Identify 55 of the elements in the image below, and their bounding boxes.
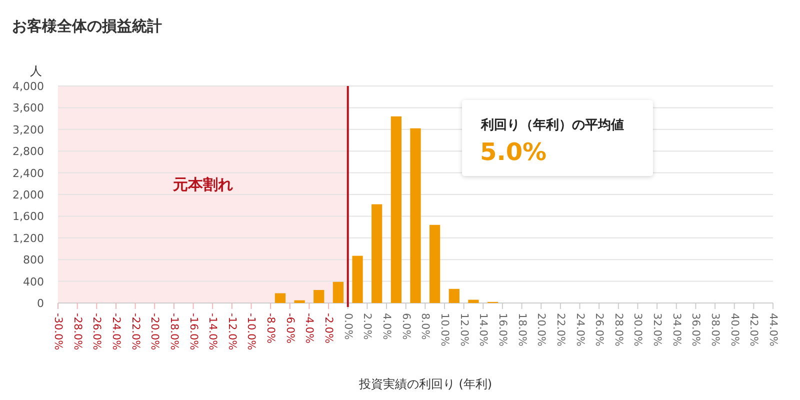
x-tick-label: 12.0% xyxy=(458,313,470,346)
x-tick-label: -6.0% xyxy=(284,313,296,344)
y-tick-label: 3,600 xyxy=(12,102,44,115)
x-tick-label: -4.0% xyxy=(303,313,316,344)
x-tick-label: 4.0% xyxy=(380,313,393,340)
x-tick-label: 44.0% xyxy=(767,313,779,346)
annotation: 利回り（年利）の平均値 xyxy=(480,117,624,133)
y-tick-label: 3,200 xyxy=(12,123,44,136)
x-tick-label: 14.0% xyxy=(477,313,490,346)
x-tick-label: 40.0% xyxy=(728,313,740,346)
x-tick-label: 0.0% xyxy=(342,313,354,340)
x-tick-label: 34.0% xyxy=(670,313,682,346)
chart-title: お客様全体の損益統計 xyxy=(12,17,162,35)
x-tick-label: -2.0% xyxy=(322,313,335,344)
y-tick-label: 0 xyxy=(37,297,44,310)
x-tick-label: 10.0% xyxy=(438,313,450,346)
x-axis-title: 投資実績の利回り (年利) xyxy=(358,377,492,391)
x-tick-label: -30.0% xyxy=(52,313,64,350)
x-tick-label: 20.0% xyxy=(535,313,548,346)
x-tick-label: 36.0% xyxy=(690,313,702,346)
y-tick-label: 1,200 xyxy=(12,232,44,245)
x-tick-label: 26.0% xyxy=(593,313,606,346)
x-tick-label: 8.0% xyxy=(419,313,432,340)
x-tick-label: 6.0% xyxy=(400,313,412,340)
x-tick-label: -10.0% xyxy=(245,313,258,350)
y-tick-label: 400 xyxy=(23,275,44,288)
y-tick-label: 4,000 xyxy=(12,80,44,93)
x-tick-label: 42.0% xyxy=(748,313,760,346)
x-tick-label: -24.0% xyxy=(110,313,122,350)
annotation: 5.0% xyxy=(480,138,547,166)
x-tick-label: 2.0% xyxy=(361,313,374,340)
x-tick-label: -22.0% xyxy=(129,313,142,350)
x-tick-label: -16.0% xyxy=(187,313,200,350)
x-tick-label: -12.0% xyxy=(226,313,238,350)
band-label: 元本割れ xyxy=(172,176,233,194)
y-tick-label: 2,800 xyxy=(12,145,44,158)
x-tick-label: -26.0% xyxy=(90,313,103,350)
x-tick-label: 30.0% xyxy=(632,313,644,346)
x-tick-label: 24.0% xyxy=(574,313,586,346)
y-tick-label: 800 xyxy=(23,254,44,267)
x-tick-label: 16.0% xyxy=(496,313,508,346)
x-tick-label: -20.0% xyxy=(148,313,161,350)
x-tick-label: 32.0% xyxy=(651,313,664,346)
x-tick-label: 22.0% xyxy=(554,313,566,346)
x-tick-label: -14.0% xyxy=(206,313,219,350)
x-tick-label: -28.0% xyxy=(71,313,84,350)
y-axis-title: 人 xyxy=(30,64,42,78)
y-tick-label: 2,400 xyxy=(12,166,44,180)
x-tick-label: 28.0% xyxy=(612,313,624,346)
x-tick-label: -18.0% xyxy=(168,313,180,350)
y-tick-label: 2,000 xyxy=(12,188,44,202)
x-tick-label: -8.0% xyxy=(264,313,277,344)
x-tick-label: 38.0% xyxy=(709,313,722,346)
x-tick-label: 18.0% xyxy=(516,313,528,346)
y-tick-label: 1,600 xyxy=(12,210,44,224)
